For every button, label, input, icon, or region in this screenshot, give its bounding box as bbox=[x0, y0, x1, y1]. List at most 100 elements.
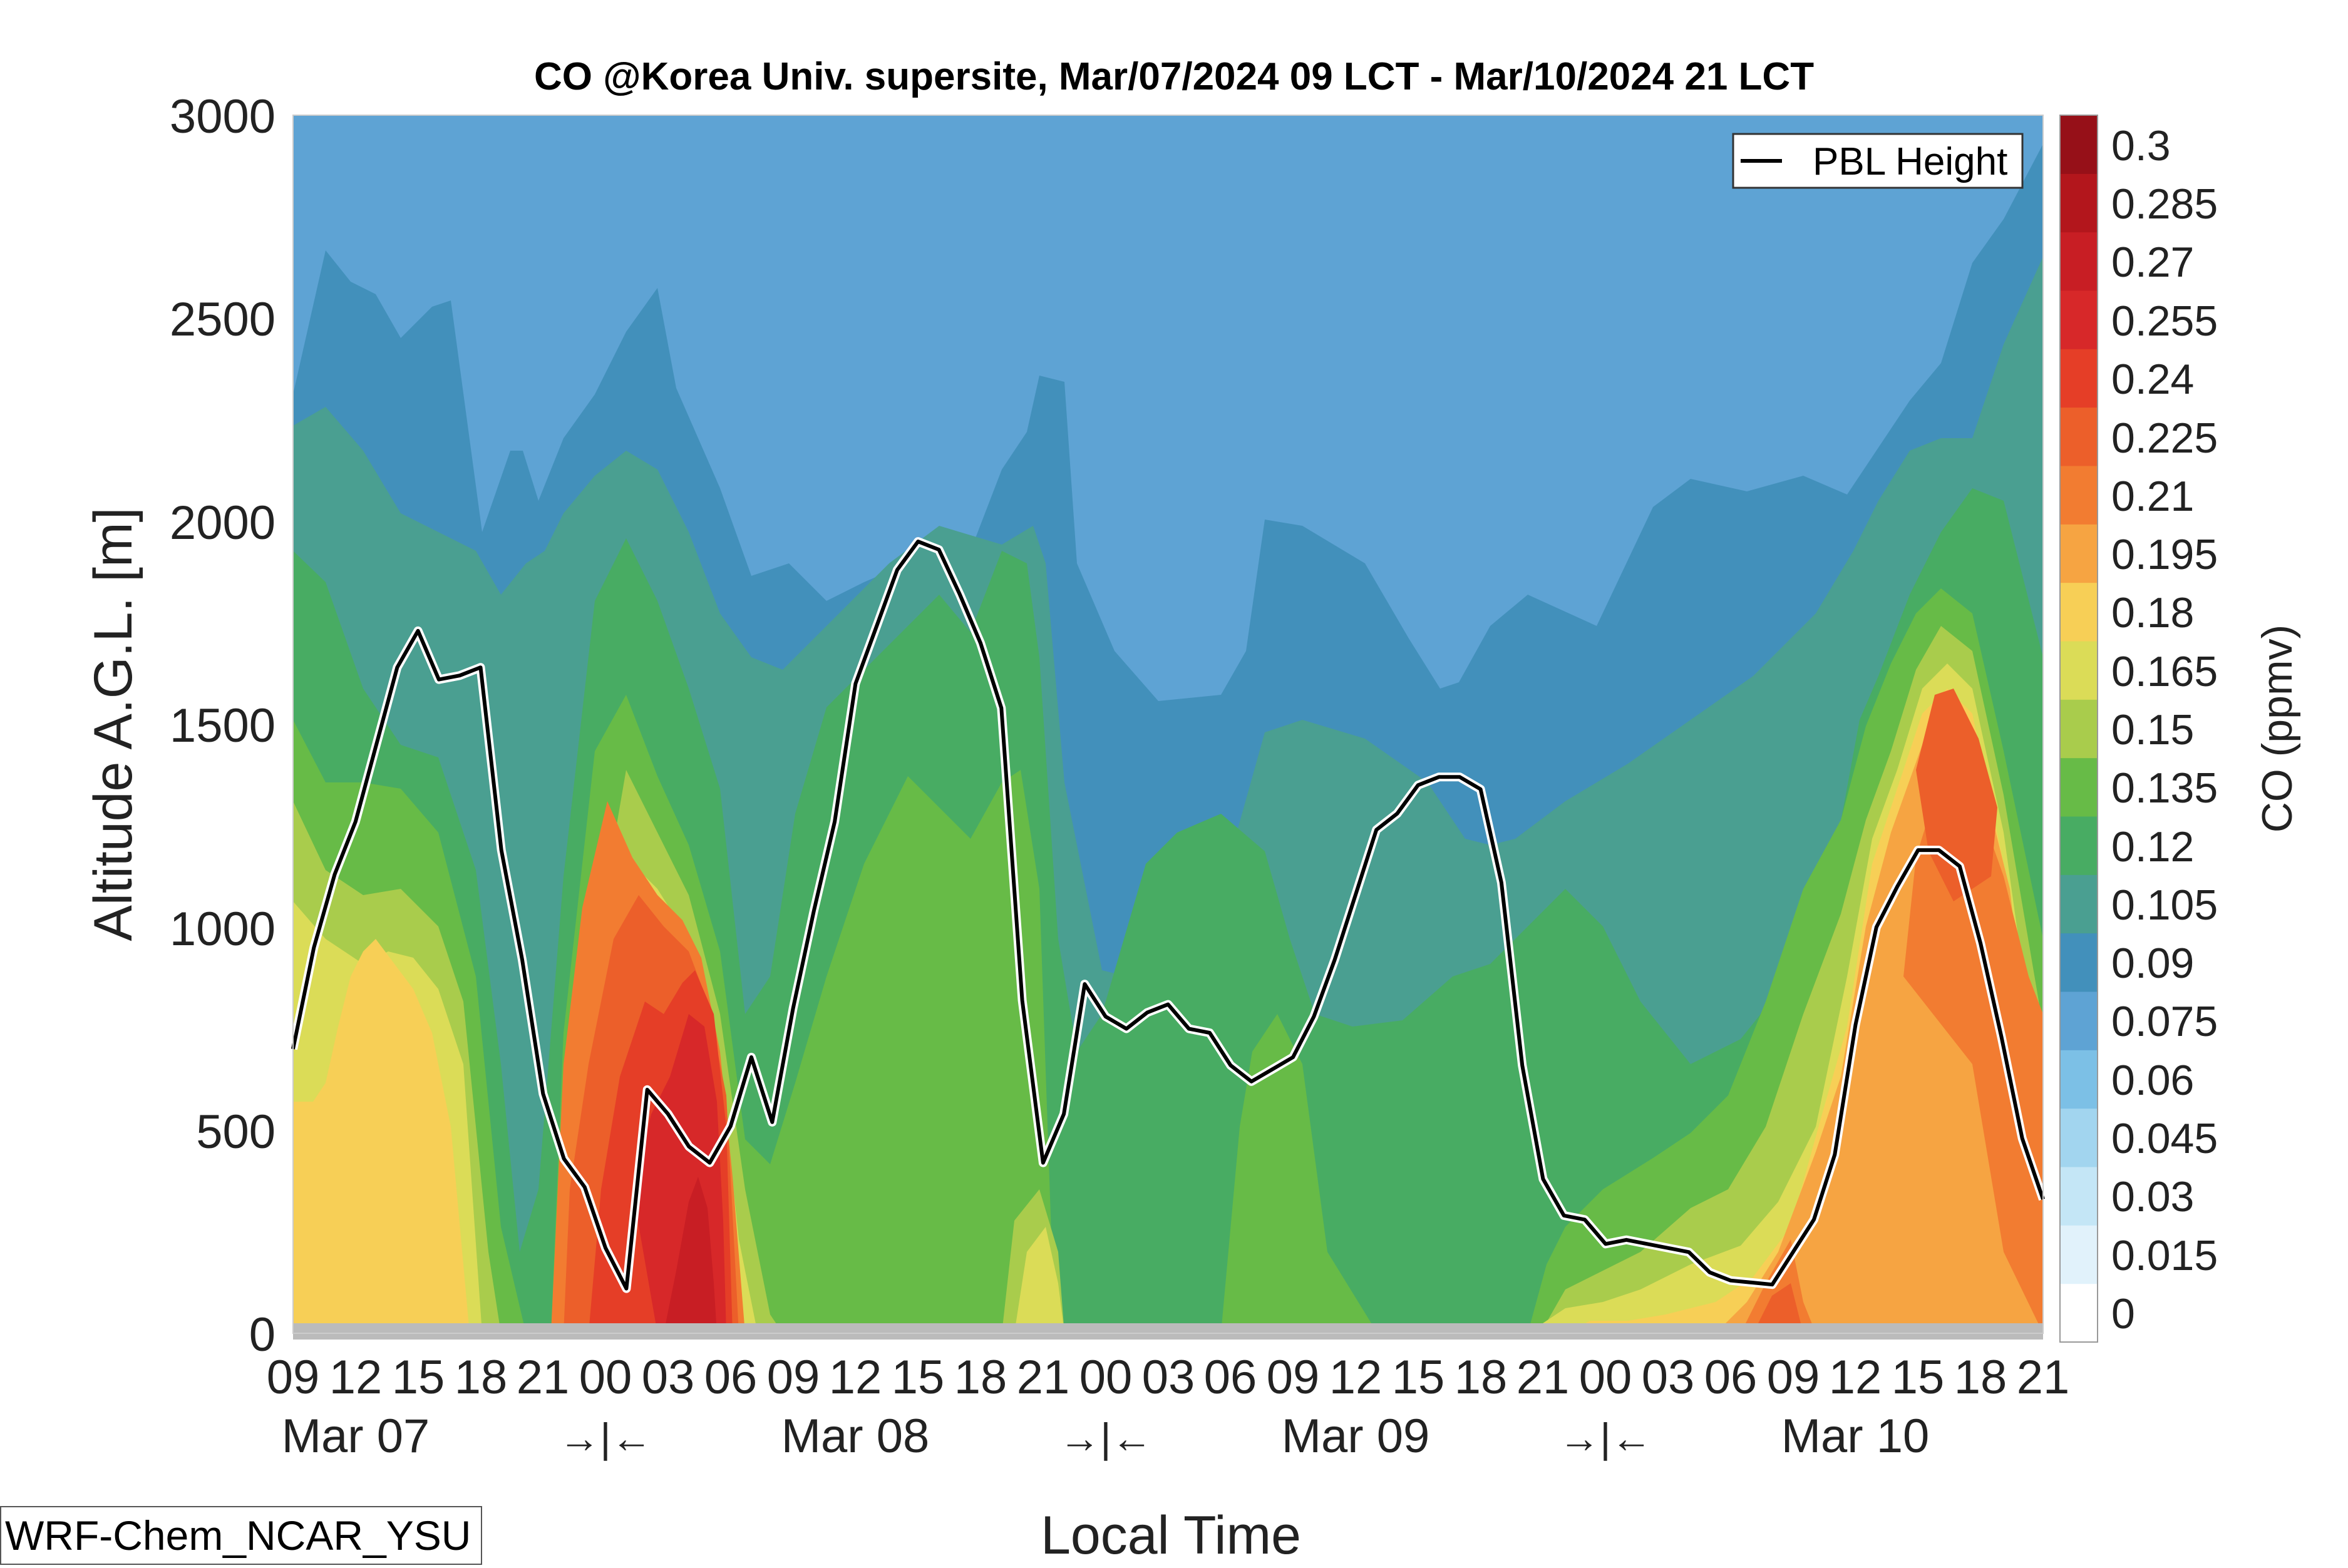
x-tick-17: 12 bbox=[1329, 1351, 1383, 1404]
colorbar-swatch-5 bbox=[2060, 992, 2098, 1050]
x-tick-19: 18 bbox=[1455, 1351, 1508, 1404]
chart-title: CO @Korea Univ. supersite, Mar/07/2024 0… bbox=[534, 55, 1814, 98]
x-tick-12: 21 bbox=[1017, 1351, 1070, 1404]
cbar-tick-0.225: 0.225 bbox=[2111, 414, 2218, 462]
colorbar-swatch-20 bbox=[2060, 115, 2098, 174]
day-label-mar08: Mar 08 bbox=[781, 1410, 930, 1463]
cbar-tick-0: 0 bbox=[2111, 1290, 2135, 1338]
colorbar-swatch-9 bbox=[2060, 757, 2098, 817]
y-tick-3000: 3000 bbox=[170, 90, 275, 143]
cbar-tick-0.12: 0.12 bbox=[2111, 823, 2194, 871]
x-tick-9: 12 bbox=[829, 1351, 882, 1404]
cbar-tick-0.15: 0.15 bbox=[2111, 706, 2194, 754]
y-tick-2500: 2500 bbox=[170, 293, 275, 346]
day-label-mar07: Mar 07 bbox=[282, 1410, 430, 1463]
cbar-tick-0.27: 0.27 bbox=[2111, 238, 2194, 286]
day-label-mar09: Mar 09 bbox=[1282, 1410, 1430, 1463]
cbar-tick-0.24: 0.24 bbox=[2111, 356, 2194, 403]
plot-frame bbox=[292, 115, 2044, 1334]
x-tick-22: 03 bbox=[1642, 1351, 1695, 1404]
cbar-tick-0.105: 0.105 bbox=[2111, 881, 2218, 929]
day-label-mar10: Mar 10 bbox=[1781, 1410, 1930, 1463]
colorbar-swatch-12 bbox=[2060, 582, 2098, 642]
y-tick-500: 500 bbox=[196, 1105, 275, 1159]
y-axis: 0 500 1000 1500 2000 2500 3000 Altitude … bbox=[83, 90, 275, 1361]
x-axis-label: Local Time bbox=[1041, 1505, 1301, 1565]
colorbar-swatch-0 bbox=[2060, 1283, 2098, 1343]
colorbar-swatch-14 bbox=[2060, 466, 2098, 525]
band-0.27 bbox=[664, 1177, 717, 1333]
x-tick-3: 18 bbox=[455, 1351, 508, 1404]
colorbar-swatch-16 bbox=[2060, 349, 2098, 408]
colorbar-swatch-10 bbox=[2060, 699, 2098, 759]
colorbar-swatch-2 bbox=[2060, 1167, 2098, 1226]
cbar-tick-0.03: 0.03 bbox=[2111, 1173, 2194, 1221]
colorbar-swatch-15 bbox=[2060, 407, 2098, 466]
x-tick-4: 21 bbox=[517, 1351, 570, 1404]
cbar-tick-0.045: 0.045 bbox=[2111, 1115, 2218, 1162]
colorbar-swatch-19 bbox=[2060, 173, 2098, 233]
cbar-tick-0.06: 0.06 bbox=[2111, 1057, 2194, 1104]
colorbar-swatch-17 bbox=[2060, 290, 2098, 349]
cbar-tick-0.255: 0.255 bbox=[2111, 297, 2218, 345]
cbar-tick-0.21: 0.21 bbox=[2111, 473, 2194, 520]
x-tick-21: 00 bbox=[1579, 1351, 1632, 1404]
cbar-tick-0.075: 0.075 bbox=[2111, 998, 2218, 1045]
colorbar-swatch-1 bbox=[2060, 1225, 2098, 1284]
cbar-tick-0.285: 0.285 bbox=[2111, 180, 2218, 228]
x-tick-26: 15 bbox=[1892, 1351, 1945, 1404]
cbar-tick-0.3: 0.3 bbox=[2111, 122, 2171, 170]
colorbar-label: CO (ppmv) bbox=[2253, 625, 2301, 833]
day-separator-3: →|← bbox=[1558, 1415, 1652, 1461]
x-tick-0: 09 bbox=[267, 1351, 320, 1404]
x-tick-18: 15 bbox=[1392, 1351, 1445, 1404]
cbar-tick-0.09: 0.09 bbox=[2111, 940, 2194, 987]
x-tick-6: 03 bbox=[642, 1351, 695, 1404]
x-tick-8: 09 bbox=[767, 1351, 820, 1404]
y-axis-label: Altitude A.G.L. [m] bbox=[83, 507, 143, 941]
model-label: WRF-Chem_NCAR_YSU bbox=[5, 1512, 471, 1559]
colorbar: 0.3 0.285 0.27 0.255 0.24 0.225 0.21 0.1… bbox=[2059, 115, 2301, 1343]
x-tick-5: 00 bbox=[579, 1351, 632, 1404]
colorbar-frame bbox=[2059, 115, 2098, 1343]
legend: PBL Height bbox=[1732, 133, 2024, 189]
y-tick-0: 0 bbox=[249, 1308, 275, 1361]
x-tick-24: 09 bbox=[1767, 1351, 1820, 1404]
y-tick-1500: 1500 bbox=[170, 699, 275, 752]
x-tick-10: 15 bbox=[892, 1351, 945, 1404]
cbar-tick-0.195: 0.195 bbox=[2111, 531, 2218, 578]
plot-area bbox=[293, 115, 2043, 1333]
day-separator-1: →|← bbox=[559, 1415, 652, 1461]
y-tick-2000: 2000 bbox=[170, 496, 275, 550]
x-tick-2: 15 bbox=[392, 1351, 445, 1404]
colorbar-swatch-7 bbox=[2060, 874, 2098, 934]
colorbar-swatch-18 bbox=[2060, 232, 2098, 291]
x-tick-7: 06 bbox=[704, 1351, 758, 1404]
x-tick-13: 00 bbox=[1079, 1351, 1133, 1404]
cbar-tick-0.015: 0.015 bbox=[2111, 1232, 2218, 1279]
ground-strip bbox=[293, 1323, 2043, 1340]
colorbar-swatch-6 bbox=[2060, 933, 2098, 992]
pbl-height-line bbox=[291, 540, 2045, 1291]
colorbar-swatch-13 bbox=[2060, 524, 2098, 583]
x-tick-11: 18 bbox=[954, 1351, 1007, 1404]
x-tick-15: 06 bbox=[1204, 1351, 1257, 1404]
cbar-tick-0.135: 0.135 bbox=[2111, 764, 2218, 812]
colorbar-swatch-3 bbox=[2060, 1108, 2098, 1167]
x-tick-27: 18 bbox=[1954, 1351, 2007, 1404]
legend-entry: PBL Height bbox=[1813, 140, 2007, 183]
colorbar-swatch-4 bbox=[2060, 1050, 2098, 1109]
y-tick-1000: 1000 bbox=[170, 903, 275, 956]
colorbar-swatches bbox=[2060, 115, 2098, 1343]
x-tick-14: 03 bbox=[1142, 1351, 1195, 1404]
x-tick-23: 06 bbox=[1704, 1351, 1758, 1404]
x-tick-20: 21 bbox=[1516, 1351, 1570, 1404]
model-label-box: WRF-Chem_NCAR_YSU bbox=[0, 1506, 482, 1565]
colorbar-swatch-11 bbox=[2060, 641, 2098, 700]
cbar-tick-0.18: 0.18 bbox=[2111, 589, 2194, 637]
x-tick-28: 21 bbox=[2017, 1351, 2070, 1404]
cbar-tick-0.165: 0.165 bbox=[2111, 648, 2218, 695]
x-tick-16: 09 bbox=[1267, 1351, 1320, 1404]
